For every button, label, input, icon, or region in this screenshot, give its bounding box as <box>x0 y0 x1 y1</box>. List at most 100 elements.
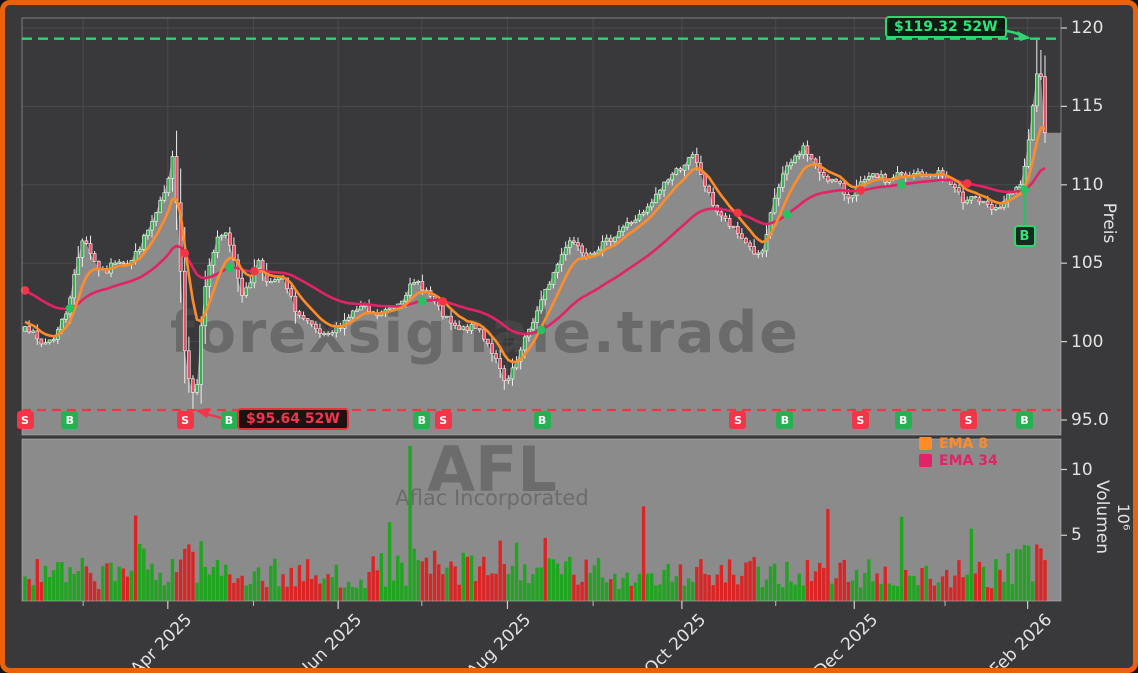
volume-bar <box>854 569 859 601</box>
volume-bar <box>473 581 478 601</box>
candle-body <box>531 322 535 330</box>
volume-bar <box>39 582 44 601</box>
volume-bar <box>305 559 310 601</box>
volume-bar <box>998 569 1002 601</box>
candle-body <box>760 250 765 254</box>
legend-item-ema8: EMA 8 <box>919 435 998 452</box>
buy-signal-dot <box>1020 185 1029 195</box>
candle-body <box>998 207 1002 210</box>
sell-signal-dot <box>20 286 30 295</box>
volume-bar <box>891 585 896 601</box>
volume-bar <box>564 561 568 601</box>
volume-bar <box>691 581 695 601</box>
candle-body <box>420 281 425 291</box>
candle-body <box>711 192 715 206</box>
candle-body <box>293 295 298 312</box>
candle-body <box>576 242 580 247</box>
volume-bar <box>785 561 789 601</box>
candle-body <box>211 252 216 266</box>
candle-body <box>695 154 699 163</box>
candle-body <box>764 234 769 252</box>
volume-bar <box>990 588 994 601</box>
candle-body <box>31 330 35 333</box>
volume-bar <box>539 567 543 601</box>
volume-bar <box>396 555 400 601</box>
candle-body <box>686 157 691 166</box>
buy-signal-badge: B <box>1016 411 1034 429</box>
volume-bar <box>1035 544 1039 601</box>
low-arrow-head <box>195 408 210 418</box>
buy-signal-dot <box>897 179 906 189</box>
candle-body <box>240 277 244 296</box>
candle-body <box>481 329 486 340</box>
volume-bar <box>351 586 355 601</box>
candle-body <box>330 332 335 335</box>
volume-bar <box>654 585 658 601</box>
volume-bar <box>27 579 31 601</box>
volume-bar <box>985 587 990 601</box>
volume-bar <box>826 508 830 601</box>
candle-body <box>502 368 507 381</box>
volume-bar <box>592 565 597 601</box>
candle-body <box>121 261 126 264</box>
volume-bar <box>84 566 89 601</box>
candle-body <box>1039 73 1043 78</box>
candle-body <box>719 211 724 217</box>
candle-body <box>654 193 658 203</box>
buy-signal-dot <box>225 263 235 273</box>
candle-body <box>535 310 539 323</box>
candle-body <box>400 300 404 305</box>
candle-body <box>23 326 27 332</box>
volume-bar <box>609 579 613 601</box>
candle-body <box>740 233 744 239</box>
candle-body <box>465 326 470 331</box>
symbol-watermark: AFL <box>427 433 557 506</box>
candle-body <box>867 176 871 180</box>
volume-bar <box>912 576 916 601</box>
volume-bar <box>805 560 810 601</box>
volume-bar <box>289 567 293 601</box>
candle-body <box>682 164 687 171</box>
volume-bar <box>367 572 371 601</box>
volume-bar <box>584 559 588 601</box>
volume-bar <box>125 576 130 601</box>
volume-bar <box>887 583 892 601</box>
candle-body <box>649 202 654 208</box>
legend-item-ema34: EMA 34 <box>919 452 998 469</box>
candle-body <box>453 322 457 326</box>
candle-body <box>187 350 191 380</box>
price-tick-label: 100 <box>1071 331 1104 352</box>
candle-body <box>273 279 277 282</box>
candle-body <box>314 323 318 330</box>
volume-bar <box>207 574 212 601</box>
candle-body <box>568 240 572 248</box>
volume-axis-unit: 10⁶ <box>1114 503 1133 531</box>
candle-body <box>981 200 986 203</box>
candle-body <box>477 328 482 331</box>
volume-bar <box>363 588 367 601</box>
volume-bar <box>961 577 965 601</box>
volume-bar <box>334 564 339 601</box>
volume-bar <box>215 560 220 601</box>
volume-bar <box>326 574 330 601</box>
candle-body <box>850 195 855 199</box>
candle-body <box>608 237 613 242</box>
volume-bar <box>412 548 416 601</box>
volume-bar <box>391 580 396 601</box>
volume-bar <box>760 587 765 601</box>
candle-body <box>510 367 515 380</box>
candle-body <box>182 270 187 352</box>
volume-bar <box>248 583 253 601</box>
candle-body <box>559 254 564 265</box>
candle-body <box>47 339 52 343</box>
volume-bar <box>629 585 633 601</box>
candle-body <box>88 243 93 254</box>
volume-bar <box>342 587 347 601</box>
candle-body <box>469 323 474 331</box>
volume-bar <box>88 572 93 601</box>
volume-bar <box>777 583 781 601</box>
ema34-legend-label: EMA 34 <box>939 452 998 469</box>
candle-body <box>1002 200 1006 208</box>
candle-body <box>805 145 810 155</box>
candle-body <box>117 261 122 264</box>
